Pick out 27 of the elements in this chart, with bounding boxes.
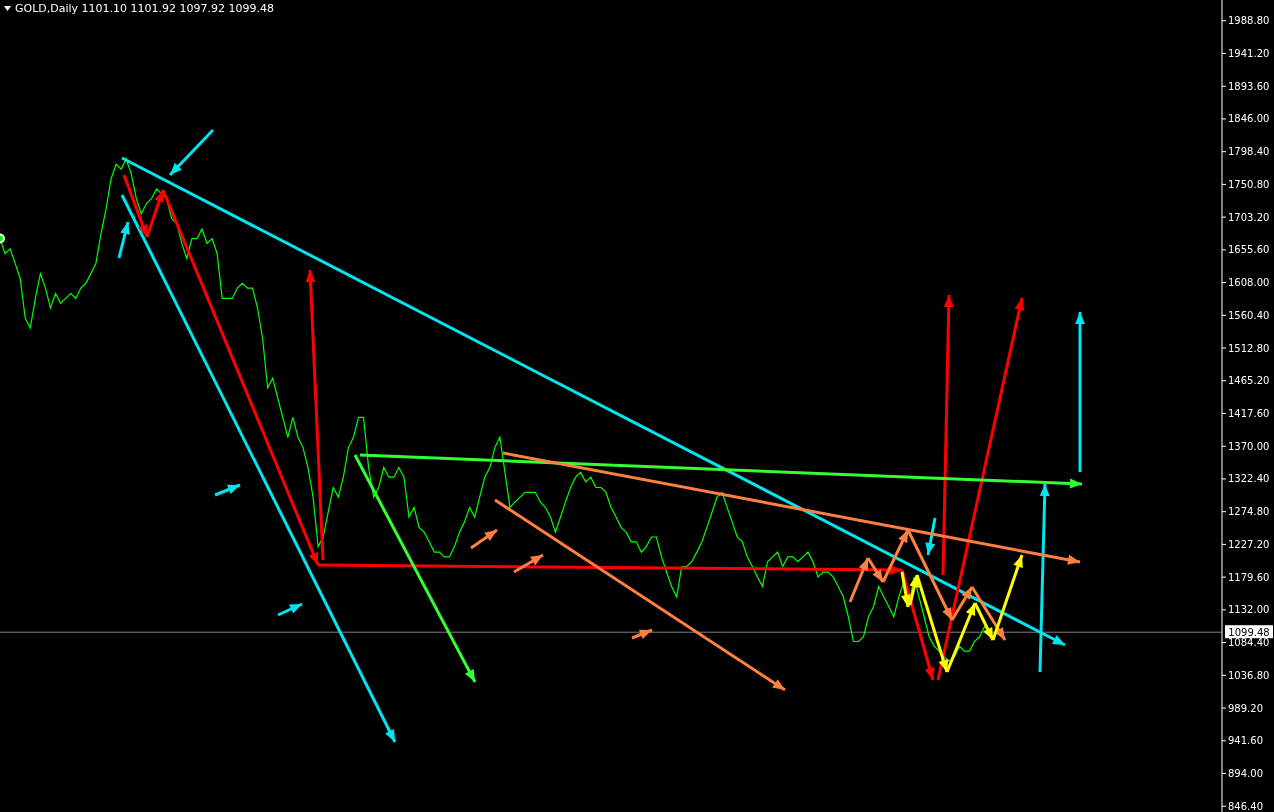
y-tick-label: 1560.40 [1228, 309, 1270, 321]
y-tick-label: 1417.60 [1228, 408, 1270, 420]
y-tick-label: 1465.20 [1228, 375, 1270, 387]
y-tick-label: 1084.40 [1228, 637, 1270, 649]
y-tick-label: 1750.80 [1228, 178, 1270, 190]
y-tick-label: 1608.00 [1228, 277, 1270, 289]
y-tick-label: 1893.60 [1228, 80, 1270, 92]
y-tick-label: 1036.80 [1228, 669, 1270, 681]
y-tick-label: 894.00 [1228, 768, 1263, 780]
y-tick-label: 1655.60 [1228, 244, 1270, 256]
y-tick-label: 1512.80 [1228, 342, 1270, 354]
ref-line-label: 1099.48 [1228, 627, 1270, 639]
y-tick-label: 1370.00 [1228, 440, 1270, 452]
y-tick-label: 1179.60 [1228, 571, 1270, 583]
y-tick-label: 1988.80 [1228, 15, 1270, 27]
y-tick-label: 1132.00 [1228, 604, 1270, 616]
y-tick-label: 1798.40 [1228, 146, 1270, 158]
y-tick-label: 846.40 [1228, 800, 1263, 812]
y-tick-label: 1846.00 [1228, 113, 1270, 125]
y-tick-label: 1227.20 [1228, 538, 1270, 550]
y-tick-label: 989.20 [1228, 702, 1263, 714]
y-tick-label: 1941.20 [1228, 48, 1270, 60]
y-tick-label: 1703.20 [1228, 211, 1270, 223]
chart-title: GOLD,Daily 1101.10 1101.92 1097.92 1099.48 [15, 2, 275, 15]
y-tick-label: 941.60 [1228, 735, 1263, 747]
y-tick-label: 1322.40 [1228, 473, 1270, 485]
y-tick-label: 1274.80 [1228, 506, 1270, 518]
